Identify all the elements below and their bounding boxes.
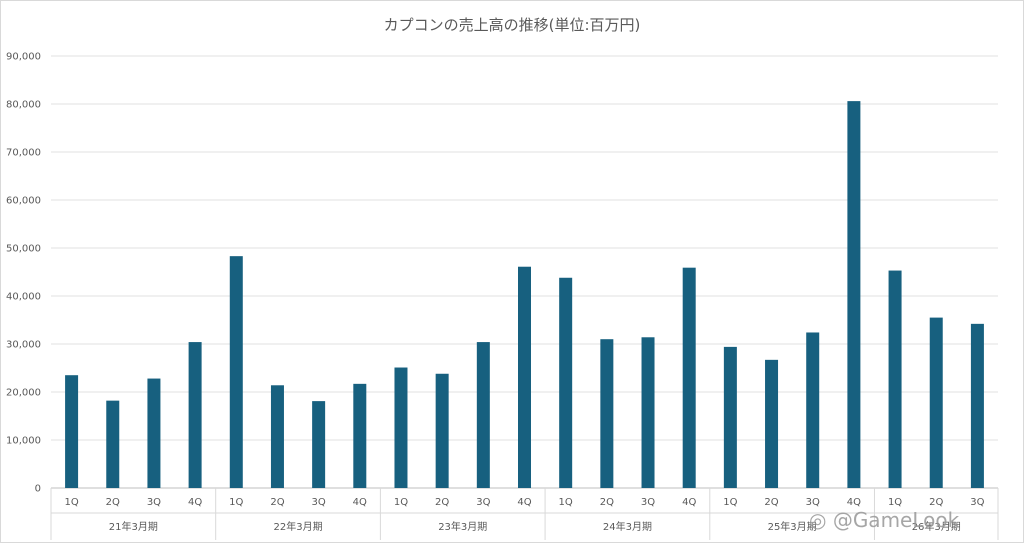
x-tick-label: 4Q (188, 497, 202, 508)
bar (888, 270, 902, 488)
bar (65, 375, 79, 488)
bar (682, 267, 696, 488)
bar (476, 342, 490, 488)
bar (559, 277, 573, 488)
bar (147, 378, 161, 488)
x-tick-label: 4Q (517, 497, 531, 508)
watermark: ◎ @GameLook (809, 508, 959, 532)
bar (641, 337, 655, 488)
bar (765, 359, 779, 488)
y-axis-ticks: 0 10,000 20,000 30,000 40,000 50,000 60,000 70,… (6, 52, 41, 495)
bar (312, 401, 326, 488)
group-label: 22年3月期 (273, 520, 322, 533)
x-tick-label: 2Q (106, 497, 120, 508)
x-tick-label: 2Q (435, 497, 449, 508)
bar (970, 323, 984, 488)
y-tick-label: 40,000 (6, 292, 41, 303)
x-tick-label: 1Q (559, 497, 573, 508)
bar (106, 400, 120, 488)
x-tick-label: 2Q (764, 497, 778, 508)
x-tick-label: 2Q (600, 497, 614, 508)
bar (353, 383, 367, 488)
bar (435, 373, 449, 488)
y-tick-label: 90,000 (6, 52, 41, 63)
x-tick-label: 2Q (270, 497, 284, 508)
x-tick-label: 3Q (641, 497, 655, 508)
bar (229, 256, 243, 488)
y-tick-label: 20,000 (6, 388, 41, 399)
x-tick-label: 4Q (353, 497, 367, 508)
x-tick-label: 1Q (723, 497, 737, 508)
y-tick-label: 10,000 (6, 436, 41, 447)
bar (723, 346, 737, 488)
group-label: 25年3月期 (768, 520, 817, 533)
y-tick-label: 50,000 (6, 244, 41, 255)
x-tick-label: 3Q (147, 497, 161, 508)
bars (65, 101, 984, 489)
bar (518, 266, 531, 488)
x-tick-label: 1Q (64, 497, 78, 508)
x-tick-label: 3Q (970, 497, 984, 508)
x-tick-label: 2Q (929, 497, 943, 508)
bar (270, 385, 284, 488)
group-label: 21年3月期 (109, 520, 158, 533)
group-label: 26年3月期 (912, 520, 961, 533)
watermark-text: @GameLook (832, 508, 960, 532)
bar (600, 339, 614, 488)
y-tick-label: 70,000 (6, 148, 41, 159)
x-tick-label: 1Q (888, 497, 902, 508)
bar (394, 367, 408, 488)
x-tick-label: 1Q (229, 497, 243, 508)
bar (929, 317, 943, 488)
x-tick-label: 4Q (682, 497, 696, 508)
bar (847, 101, 861, 489)
weibo-icon: ◎ (809, 508, 827, 532)
y-tick-label: 80,000 (6, 100, 41, 111)
x-tick-label: 1Q (394, 497, 408, 508)
group-label: 24年3月期 (603, 520, 652, 533)
group-label: 23年3月期 (438, 520, 487, 533)
x-tick-label: 4Q (847, 497, 861, 508)
y-tick-label: 0 (35, 484, 41, 495)
chart-title: カプコンの売上高の推移(単位:百万円) (384, 16, 641, 34)
y-tick-label: 30,000 (6, 340, 41, 351)
y-tick-label: 60,000 (6, 196, 41, 207)
x-tick-label: 3Q (476, 497, 490, 508)
bar (806, 332, 820, 488)
bar (188, 342, 202, 488)
x-axis-groups: 21年3月期 22年3月期 23年3月期 24年3月期 25年3月期 26年3月期 (50, 488, 999, 540)
x-axis-ticks: 1Q 2Q 3Q 4Q 1Q 2Q 3Q 4Q 1Q 2Q 3Q 4Q 1Q 2Q 3Q 4Q 1Q 2Q 3Q 4Q… (64, 497, 984, 508)
x-tick-label: 3Q (806, 497, 820, 508)
x-tick-label: 3Q (312, 497, 326, 508)
